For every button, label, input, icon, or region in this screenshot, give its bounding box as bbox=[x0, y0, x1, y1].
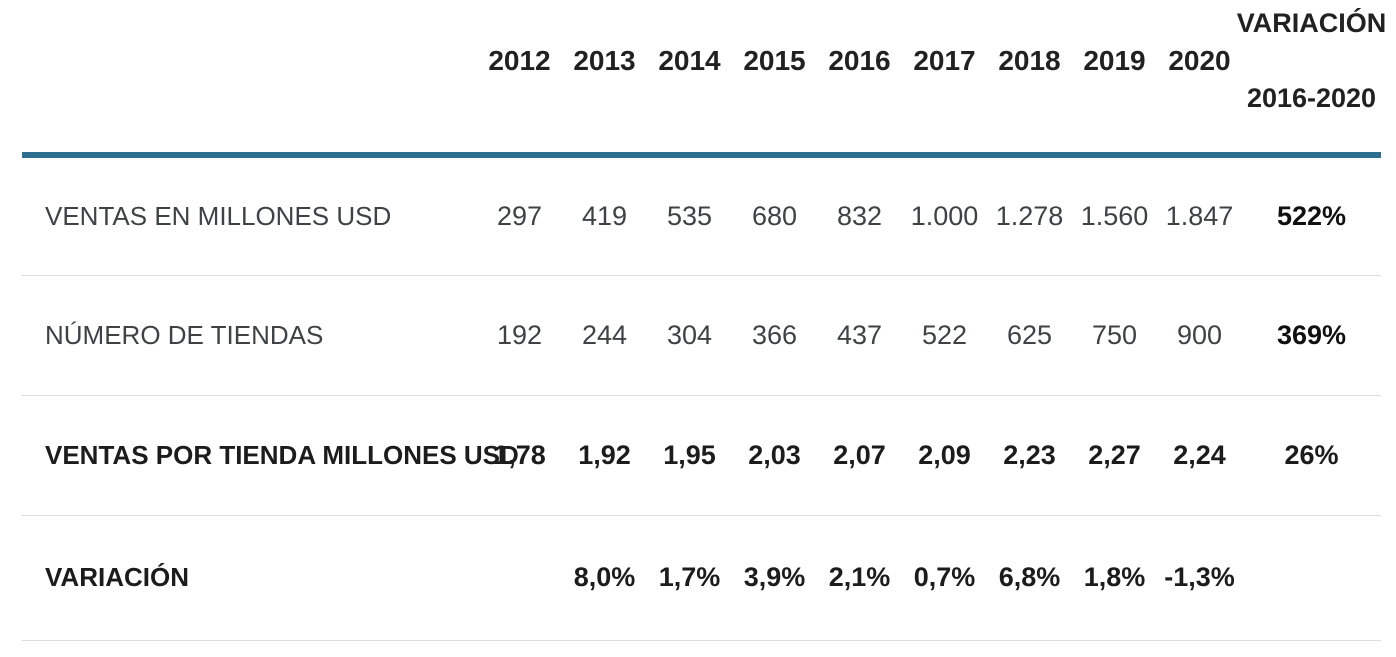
cell-value: 0,7% bbox=[913, 562, 976, 592]
cell-value: 2,1% bbox=[828, 562, 891, 592]
cell-value bbox=[477, 515, 562, 640]
column-header-year: 2014 bbox=[647, 0, 732, 158]
cell-value: 900 bbox=[1176, 319, 1223, 350]
cell-variation: 26% bbox=[1284, 439, 1339, 470]
column-header-year: 2015 bbox=[732, 0, 817, 158]
cell-value: 2,07 bbox=[833, 439, 886, 470]
sales-metrics-table: 2012 2013 2014 2015 2016 2017 2018 2019 … bbox=[22, 0, 1387, 641]
cell-value: 2,27 bbox=[1088, 439, 1141, 470]
variation-header-wrap: VARIACIÓN 2016-2020 bbox=[1237, 0, 1387, 115]
cell-value: 1,95 bbox=[663, 439, 716, 470]
cell-value: 1,7% bbox=[658, 562, 721, 592]
column-header-year: 2018 bbox=[987, 0, 1072, 158]
cell-value: 625 bbox=[1006, 319, 1053, 350]
cell-value: 297 bbox=[496, 200, 543, 231]
variation-header-line2: 2016-2020 bbox=[1246, 83, 1377, 113]
cell-value: 2,23 bbox=[1003, 439, 1056, 470]
cell-value: 1.278 bbox=[995, 200, 1064, 231]
cell-value: 1.847 bbox=[1165, 200, 1234, 231]
column-header-year: 2012 bbox=[477, 0, 562, 158]
cell-value: 1,92 bbox=[578, 439, 631, 470]
cell-variation bbox=[1242, 515, 1381, 640]
cell-value: 1,8% bbox=[1083, 562, 1146, 592]
row-label: NÚMERO DE TIENDAS bbox=[45, 319, 324, 350]
cell-value: 2,03 bbox=[748, 439, 801, 470]
cell-value: -1,3% bbox=[1164, 562, 1235, 592]
cell-value: 366 bbox=[751, 319, 798, 350]
table-row-ventas-por-tienda: VENTAS POR TIENDA MILLONES USD 1,78 1,92… bbox=[22, 395, 1381, 515]
table-row-numero-tiendas: NÚMERO DE TIENDAS 192 244 304 366 437 52… bbox=[22, 275, 1381, 395]
header-row: 2012 2013 2014 2015 2016 2017 2018 2019 … bbox=[22, 0, 1387, 158]
cell-value: 1.560 bbox=[1080, 200, 1149, 231]
row-label: VENTAS POR TIENDA MILLONES USD bbox=[45, 439, 519, 470]
cell-value: 437 bbox=[836, 319, 883, 350]
cell-value: 1.000 bbox=[910, 200, 979, 231]
column-header-year: 2017 bbox=[902, 0, 987, 158]
row-label: VENTAS EN MILLONES USD bbox=[45, 200, 392, 231]
cell-value: 244 bbox=[581, 319, 628, 350]
cell-value: 3,9% bbox=[743, 562, 806, 592]
cell-value: 522 bbox=[921, 319, 968, 350]
variation-header-line1: VARIACIÓN bbox=[1236, 8, 1387, 38]
cell-value: 419 bbox=[581, 200, 628, 231]
table-body: VENTAS EN MILLONES USD 297 419 535 680 8… bbox=[22, 155, 1381, 640]
cell-value: 1,78 bbox=[493, 439, 546, 470]
cell-value: 6,8% bbox=[998, 562, 1061, 592]
table-header: 2012 2013 2014 2015 2016 2017 2018 2019 … bbox=[22, 0, 1387, 158]
cell-value: 2,09 bbox=[918, 439, 971, 470]
column-header-year: 2013 bbox=[562, 0, 647, 158]
table-row-ventas-millones: VENTAS EN MILLONES USD 297 419 535 680 8… bbox=[22, 155, 1381, 275]
cell-value: 192 bbox=[496, 319, 543, 350]
cell-value: 680 bbox=[751, 200, 798, 231]
header-label-spacer bbox=[22, 0, 477, 158]
cell-value: 832 bbox=[836, 200, 883, 231]
cell-value: 535 bbox=[666, 200, 713, 231]
column-header-variation: VARIACIÓN 2016-2020 bbox=[1237, 0, 1387, 158]
cell-value: 8,0% bbox=[573, 562, 636, 592]
cell-value: 750 bbox=[1091, 319, 1138, 350]
cell-variation: 369% bbox=[1276, 319, 1347, 350]
column-header-year: 2019 bbox=[1072, 0, 1157, 158]
row-label: VARIACIÓN bbox=[45, 562, 189, 592]
column-header-year: 2016 bbox=[817, 0, 902, 158]
table-row-variacion: VARIACIÓN 8,0% 1,7% 3,9% 2,1% 0,7% 6,8% … bbox=[22, 515, 1381, 640]
cell-variation: 522% bbox=[1276, 200, 1347, 231]
column-header-year: 2020 bbox=[1157, 0, 1242, 158]
cell-value: 2,24 bbox=[1173, 439, 1226, 470]
cell-value: 304 bbox=[666, 319, 713, 350]
